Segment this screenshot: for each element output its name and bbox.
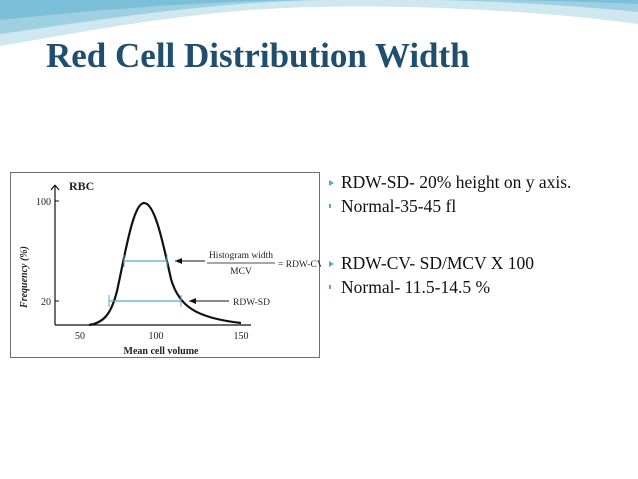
bullet-arrow-icon bbox=[329, 180, 334, 186]
rbc-label: RBC bbox=[69, 179, 94, 193]
bullet-rdw-cv-normal: Normal- 11.5-14.5 % bbox=[327, 275, 627, 299]
banner-wave-front bbox=[0, 0, 638, 20]
bullet-rdw-cv-definition: RDW-CV- SD/MCV X 100 bbox=[327, 251, 627, 275]
rdw-sd-pointer-head bbox=[189, 298, 196, 304]
bullet-arrow-icon bbox=[329, 261, 334, 267]
y-tick-label-20: 20 bbox=[41, 297, 51, 308]
slide-title: Red Cell Distribution Width bbox=[46, 36, 470, 75]
rdw-histogram-svg: RBC Frequency (%) 100 20 50 100 150 Mean… bbox=[19, 179, 321, 357]
y-axis-arrowhead-right bbox=[54, 184, 60, 191]
y-axis-label: Frequency (%) bbox=[19, 246, 30, 309]
rdw-cv-label: = RDW-CV bbox=[278, 260, 321, 270]
histogram-width-pointer-head bbox=[175, 258, 182, 264]
y-tick-label-100: 100 bbox=[36, 197, 51, 208]
bullet-rdw-sd-normal: Normal-35-45 fl bbox=[327, 194, 627, 218]
y-axis-arrowhead-left bbox=[50, 184, 56, 191]
histogram-width-label: Histogram width bbox=[209, 251, 273, 261]
banner-wave-mid bbox=[0, 0, 638, 34]
bullet-dot-icon bbox=[329, 204, 331, 208]
bullet-text: RDW-SD- 20% height on y axis. bbox=[341, 172, 572, 192]
mcv-label: MCV bbox=[230, 267, 252, 277]
bullet-list: RDW-SD- 20% height on y axis. Normal-35-… bbox=[327, 170, 627, 299]
x-tick-label-150: 150 bbox=[234, 331, 249, 342]
x-tick-label-100: 100 bbox=[149, 331, 164, 342]
rdw-histogram-figure: RBC Frequency (%) 100 20 50 100 150 Mean… bbox=[10, 172, 321, 358]
histogram-curve bbox=[88, 201, 242, 327]
bullet-text: RDW-CV- SD/MCV X 100 bbox=[341, 253, 535, 273]
x-tick-label-50: 50 bbox=[75, 331, 85, 342]
bullet-rdw-sd-definition: RDW-SD- 20% height on y axis. bbox=[327, 170, 627, 194]
rdw-sd-label: RDW-SD bbox=[233, 298, 270, 308]
decorative-wave-banner bbox=[0, 0, 638, 46]
bullet-dot-icon bbox=[329, 285, 331, 289]
bullet-text: Normal-35-45 fl bbox=[341, 196, 457, 216]
x-axis-label: Mean cell volume bbox=[124, 346, 200, 357]
bullet-text: Normal- 11.5-14.5 % bbox=[341, 277, 491, 297]
